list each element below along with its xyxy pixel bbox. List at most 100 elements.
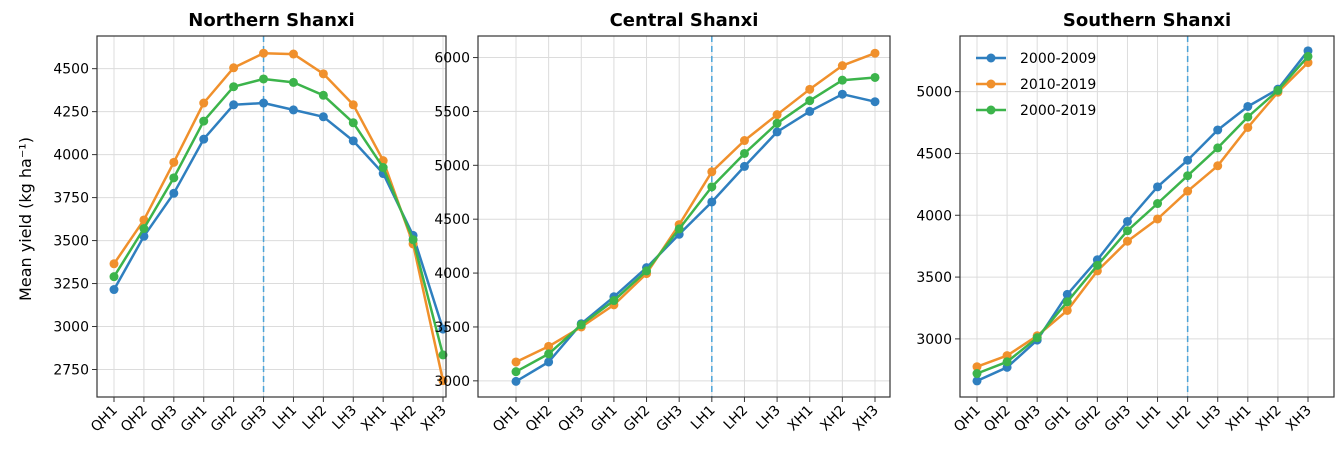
data-point [544, 349, 554, 359]
x-tick-label: XH1 [358, 403, 390, 435]
data-point [199, 134, 209, 144]
y-tick-label: 4000 [916, 208, 952, 224]
data-point [408, 235, 418, 245]
data-point [772, 118, 782, 128]
data-point [259, 74, 269, 84]
x-tick-label: QH3 [148, 403, 181, 436]
y-tick-label: 5000 [434, 158, 470, 174]
x-tick-label: LH3 [753, 403, 784, 434]
data-point [772, 110, 782, 120]
data-point [1122, 226, 1132, 236]
x-tick-label: LH1 [1134, 403, 1165, 434]
data-point [288, 49, 298, 59]
data-point [1183, 155, 1193, 165]
x-tick-label: XH2 [817, 403, 849, 435]
x-tick-label: QH1 [88, 403, 121, 436]
data-point [739, 161, 749, 171]
data-point [1002, 351, 1012, 361]
data-point [1213, 143, 1223, 153]
data-point [1002, 357, 1012, 367]
x-tick-label: LH2 [721, 403, 752, 434]
x-tick-label: LH3 [330, 403, 361, 434]
series-line-2 [976, 61, 1309, 368]
chart-panel-1: 2750 3000 3250 3500 3750 4000 4250 4500 QH1QH2QH… [53, 10, 449, 435]
x-tick-label: LH1 [270, 403, 301, 434]
x-tick-label: GH2 [621, 403, 654, 436]
data-point [1213, 125, 1223, 135]
x-tick-label: GH1 [178, 403, 211, 436]
data-point [288, 105, 298, 115]
data-point [707, 182, 717, 192]
x-tick-label: LH2 [1164, 403, 1195, 434]
x-tick-label: XH3 [1283, 403, 1315, 435]
y-tick-label: 3750 [53, 191, 89, 207]
chart-panel-2: 3000 3500 4000 4500 5000 5500 6000 QH1 QH2 QH3 GH1… [434, 10, 891, 436]
data-point [1183, 186, 1193, 196]
data-point [348, 136, 358, 146]
data-point [348, 118, 358, 128]
data-point [1183, 171, 1193, 181]
data-point [438, 376, 448, 386]
data-point [739, 148, 749, 158]
x-tick-label: GH3 [1102, 403, 1135, 436]
data-point [199, 116, 209, 126]
data-point [348, 100, 358, 110]
data-point [1153, 199, 1163, 209]
data-point [259, 98, 269, 108]
x-tick-label: XH2 [388, 403, 420, 435]
chart-title: Northern Shanxi [188, 10, 354, 31]
data-point [1122, 236, 1132, 246]
y-tick-label: 3000 [53, 320, 89, 336]
data-point [870, 72, 880, 82]
data-point [169, 157, 179, 167]
series-line-1 [976, 50, 1309, 383]
data-point [1062, 289, 1072, 299]
data-point [1243, 122, 1253, 132]
data-point [511, 357, 521, 367]
y-tick-label: 4000 [53, 148, 89, 164]
y-tick-label: 4500 [53, 62, 89, 78]
y-axis-label: Mean yield (kg ha⁻¹) [16, 137, 35, 301]
data-point [707, 167, 717, 177]
y-tick-label: 3500 [916, 270, 952, 286]
data-point [318, 69, 328, 79]
data-point [109, 272, 119, 282]
data-point [169, 188, 179, 198]
data-point [837, 61, 847, 71]
data-point [1243, 112, 1253, 122]
data-point [378, 163, 388, 173]
x-tick-label: GH1 [588, 403, 621, 436]
data-point [318, 112, 328, 122]
data-point [1062, 305, 1072, 315]
y-tick-label: 3250 [53, 277, 89, 293]
data-point [1213, 161, 1223, 171]
x-tick-label: QH1 [490, 403, 523, 436]
plot-frame [477, 35, 891, 398]
data-point [609, 296, 619, 306]
data-point [870, 97, 880, 107]
data-point [544, 357, 554, 367]
data-point [1153, 182, 1163, 192]
x-tick-label: QH3 [1011, 403, 1044, 436]
data-point [288, 77, 298, 87]
x-tick-label: LH1 [688, 403, 719, 434]
legend-marker [986, 79, 996, 89]
series-line-3 [515, 76, 876, 373]
data-point [1243, 101, 1253, 111]
data-point [972, 376, 982, 386]
y-tick-label: 6000 [434, 51, 470, 67]
data-point [576, 320, 586, 330]
data-point [511, 367, 521, 377]
data-point [837, 89, 847, 99]
x-tick-label: QH2 [981, 403, 1014, 436]
x-tick-label: GH3 [238, 403, 271, 436]
x-tick-label: GH3 [653, 403, 686, 436]
y-tick-label: 4000 [434, 266, 470, 282]
chart-title: Central Shanxi [610, 10, 759, 31]
data-point [438, 350, 448, 360]
data-point [642, 266, 652, 276]
data-point [109, 285, 119, 295]
chart-title: Southern Shanxi [1063, 10, 1231, 31]
legend-label: 2010-2019 [1020, 77, 1096, 93]
y-tick-label: 5000 [916, 85, 952, 101]
